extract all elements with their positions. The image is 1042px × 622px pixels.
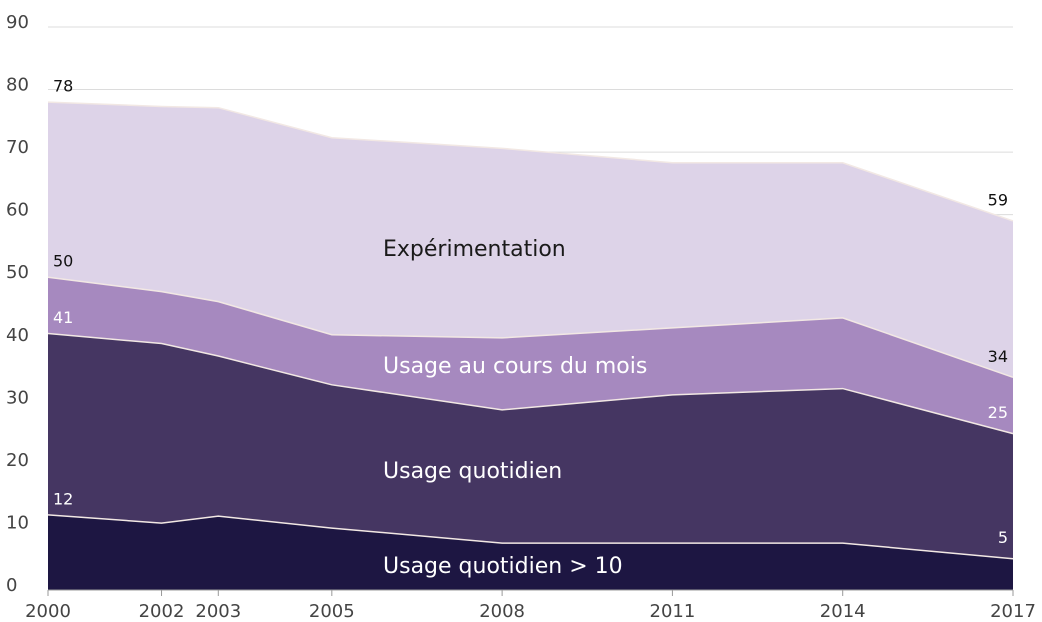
value-label: 78	[53, 77, 73, 96]
x-tick-label: 2002	[139, 601, 185, 622]
x-tick-label: 2003	[195, 601, 241, 622]
x-tick-label: 2011	[650, 601, 696, 622]
series-label: Usage quotidien > 10	[383, 554, 623, 579]
value-label: 50	[53, 252, 73, 271]
y-tick-label: 80	[6, 75, 29, 96]
value-label: 5	[998, 528, 1008, 547]
x-tick-label: 2014	[820, 601, 866, 622]
area-edge	[47, 332, 1014, 435]
area-edge	[47, 101, 1014, 222]
value-label: 34	[988, 347, 1008, 366]
value-label: 12	[53, 489, 73, 508]
y-tick-label: 20	[6, 450, 29, 471]
area-edge	[47, 276, 1014, 379]
y-tick-label: 50	[6, 262, 29, 283]
x-tick-label: 2000	[25, 601, 71, 622]
x-tick-label: 2017	[990, 601, 1036, 622]
area-edge	[47, 514, 1014, 560]
y-tick-label: 40	[6, 325, 29, 346]
area	[48, 514, 1013, 590]
y-tick-label: 70	[6, 137, 29, 158]
value-label: 41	[53, 308, 73, 327]
y-tick-label: 60	[6, 200, 29, 221]
y-tick-label: 10	[6, 512, 29, 533]
y-tick-label: 0	[6, 575, 17, 596]
value-label: 25	[988, 403, 1008, 422]
series-label: Usage quotidien	[383, 459, 562, 484]
y-tick-label: 90	[6, 12, 29, 33]
value-label: 59	[988, 190, 1008, 209]
series-label: Expérimentation	[383, 237, 566, 262]
y-tick-label: 30	[6, 387, 29, 408]
x-tick-label: 2008	[479, 601, 525, 622]
x-tick-label: 2005	[309, 601, 355, 622]
series-label: Usage au cours du mois	[383, 354, 647, 379]
